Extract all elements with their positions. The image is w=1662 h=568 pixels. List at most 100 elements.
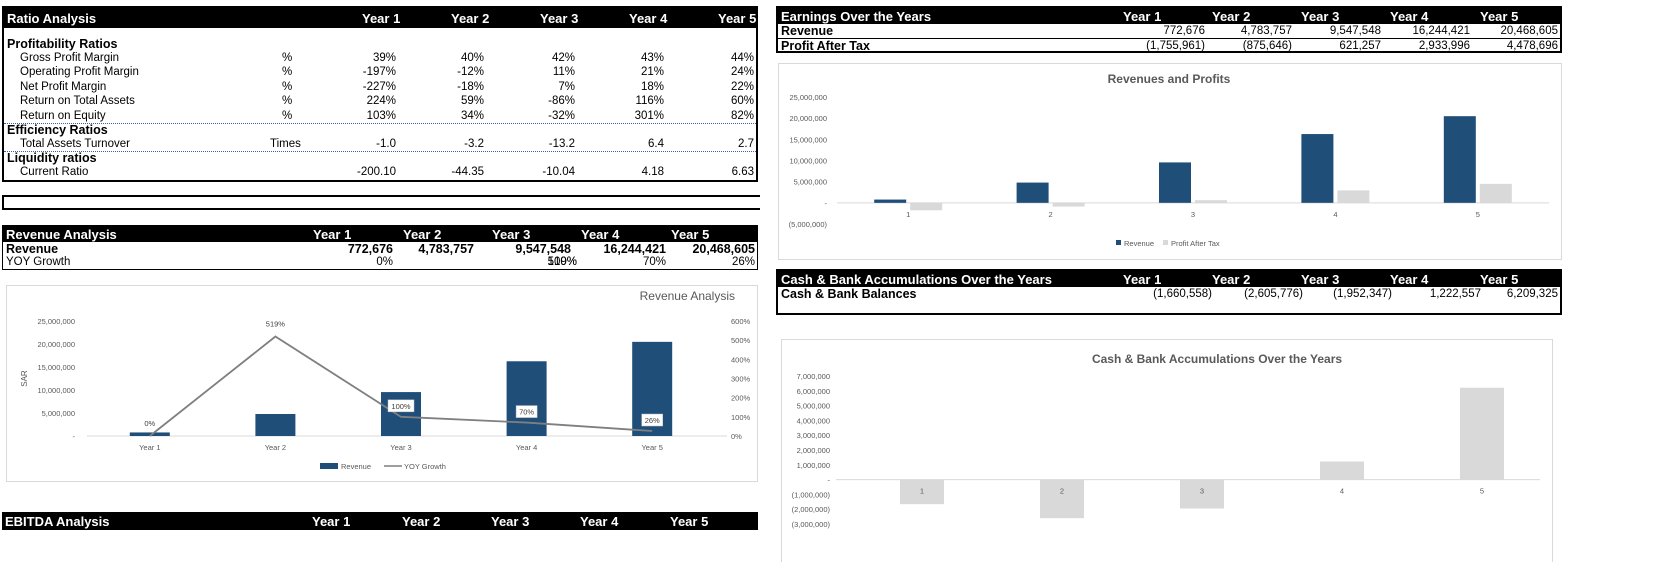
ratio-value: 43% bbox=[640, 52, 664, 64]
cash-accumulations-svg: Cash & Bank Accumulations Over the Years… bbox=[792, 352, 1540, 529]
revenue-bar bbox=[1301, 134, 1334, 203]
y-tick-label: - bbox=[825, 199, 828, 208]
ratio-title: Ratio Analysis bbox=[7, 10, 97, 26]
yoy-val-4: 70% bbox=[642, 256, 666, 268]
ratio-value: 39% bbox=[372, 52, 396, 64]
data-label-box bbox=[387, 399, 415, 413]
ratio-row-unit: % bbox=[282, 66, 293, 79]
cash-bar bbox=[1460, 387, 1504, 480]
ratio-value: -197% bbox=[362, 66, 396, 79]
profit-bar bbox=[1479, 183, 1512, 203]
earnings-pat-1: (1,755,961) bbox=[1146, 40, 1205, 52]
earnings-rev-2: 4,783,757 bbox=[1240, 25, 1292, 37]
earnings-rev-1: 772,676 bbox=[1163, 25, 1205, 37]
empty-box bbox=[2, 195, 760, 210]
ratio-section-header: Efficiency Ratios bbox=[4, 123, 756, 137]
ratio-row-label: Operating Profit Margin bbox=[20, 66, 139, 79]
ratio-row-label: Net Profit Margin bbox=[20, 80, 107, 93]
ratio-value: 6.63 bbox=[731, 166, 754, 179]
revenue-val-1: 772,676 bbox=[347, 242, 393, 256]
ratio-value: 34% bbox=[460, 109, 484, 122]
revenues-profits-chart[interactable]: Revenues and Profits (5,000,000) - 5,000,00… bbox=[778, 63, 1562, 260]
yoy-val-5: 26% bbox=[731, 256, 755, 268]
cash-accumulations-chart[interactable]: Cash & Bank Accumulations Over the Years… bbox=[781, 339, 1553, 562]
ratio-value: -227% bbox=[362, 80, 396, 93]
y-tick-label: 15,000,000 bbox=[789, 135, 827, 144]
ratio-section-header: Liquidity ratios bbox=[4, 152, 756, 165]
ratio-value: -32% bbox=[548, 109, 575, 122]
ratio-value: 60% bbox=[730, 95, 754, 108]
earnings-pat-4: 2,933,996 bbox=[1418, 40, 1470, 52]
ratio-row-label: Total Assets Turnover bbox=[20, 137, 130, 150]
legend-swatch-revenue bbox=[1116, 240, 1121, 245]
ratio-value: 40% bbox=[460, 52, 484, 64]
ratio-row-unit: Times bbox=[270, 137, 301, 150]
earnings-pat-2: (875,646) bbox=[1242, 40, 1292, 52]
legend-label: Revenue bbox=[1124, 239, 1154, 248]
ratio-value: -200.10 bbox=[356, 166, 396, 179]
ratio-value: -86% bbox=[548, 95, 575, 108]
ratio-row-label: Gross Profit Margin bbox=[20, 52, 120, 64]
revenue-bar bbox=[874, 199, 907, 203]
yoy-growth-row: YOY Growth 0% 519% 100% 70% 26% bbox=[3, 256, 757, 269]
earnings-year-4: Year 4 bbox=[1390, 8, 1429, 24]
ratio-value: 22% bbox=[730, 80, 754, 93]
revenue-row-label: Revenue bbox=[6, 242, 59, 256]
ratio-value: -44.35 bbox=[451, 166, 484, 179]
earnings-year-2: Year 2 bbox=[1212, 8, 1251, 24]
ratio-value: 24% bbox=[730, 66, 754, 79]
ebitda-year-1: Year 1 bbox=[312, 513, 351, 529]
revenue-val-5: 20,468,605 bbox=[692, 242, 755, 256]
y2-tick-label: 600% bbox=[731, 317, 751, 326]
cash-row-label: Cash & Bank Balances bbox=[781, 287, 917, 301]
legend-label: Revenue bbox=[341, 462, 371, 471]
ratio-value: 11% bbox=[552, 66, 575, 79]
cash-val-5: 6,209,325 bbox=[1506, 288, 1558, 300]
ratio-value: 103% bbox=[366, 109, 396, 122]
ratio-value: -3.2 bbox=[464, 137, 484, 150]
revenue-title: Revenue Analysis bbox=[6, 226, 117, 242]
y-tick-label: (5,000,000) bbox=[789, 220, 828, 229]
y2-tick-label: 500% bbox=[731, 336, 751, 345]
y2-tick-label: 200% bbox=[731, 394, 751, 403]
earnings-pat-3: 621,257 bbox=[1339, 40, 1381, 52]
revenue-bar bbox=[1159, 162, 1191, 203]
x-tick-label: 3 bbox=[1191, 210, 1195, 219]
earnings-rev-3: 9,547,548 bbox=[1329, 25, 1381, 37]
y-tick-label: 5,000,000 bbox=[42, 409, 75, 418]
ratio-row: Current Ratio -200.10 -44.35 -10.04 4.18 6.63 bbox=[4, 165, 756, 179]
x-tick-label: Year 1 bbox=[139, 443, 160, 452]
legend-label: YOY Growth bbox=[404, 462, 446, 471]
ratio-value: 82% bbox=[730, 109, 754, 122]
y-tick-label: 20,000,000 bbox=[789, 114, 827, 123]
revenue-analysis-chart[interactable]: Revenue Analysis - 5,000,000 10,000,000 15,0… bbox=[6, 285, 758, 482]
x-tick-label: 5 bbox=[1476, 210, 1480, 219]
legend-swatch-revenue bbox=[320, 463, 338, 469]
growth-data-label: 26% bbox=[645, 416, 660, 425]
y-tick-label: 4,000,000 bbox=[797, 416, 830, 425]
x-tick-label: 1 bbox=[906, 210, 910, 219]
ebitda-year-5: Year 5 bbox=[670, 513, 709, 529]
cash-bar bbox=[900, 479, 944, 505]
earnings-title: Earnings Over the Years bbox=[781, 8, 932, 24]
ratio-row: Return on Total Assets% 224% 59% -86% 116% 60… bbox=[4, 94, 756, 108]
ebitda-year-4: Year 4 bbox=[580, 513, 619, 529]
x-tick-label: Year 5 bbox=[641, 443, 662, 452]
cash-val-1: (1,660,558) bbox=[1153, 288, 1212, 300]
revenue-bar bbox=[506, 361, 547, 436]
y-tick-label: 20,000,000 bbox=[37, 340, 75, 349]
cash-bar bbox=[1320, 461, 1364, 480]
cash-bank-table: Cash & Bank Accumulations Over the Years… bbox=[776, 269, 1562, 315]
cash-val-4: 1,222,557 bbox=[1429, 288, 1481, 300]
revenue-year-1: Year 1 bbox=[313, 226, 352, 242]
ratio-value: -1.0 bbox=[376, 137, 396, 150]
ratio-row: Net Profit Margin% -227% -18% 7% 18% 22% bbox=[4, 80, 756, 94]
revenue-bar bbox=[1443, 116, 1476, 203]
ratio-section-title: Liquidity ratios bbox=[7, 151, 97, 166]
earnings-revenue-row: Revenue 772,676 4,783,757 9,547,548 16,2… bbox=[778, 24, 1560, 39]
cash-year-2: Year 2 bbox=[1212, 271, 1251, 287]
ratio-value: 18% bbox=[640, 80, 664, 93]
revenue-year-2: Year 2 bbox=[403, 226, 442, 242]
revenues-profits-svg: Revenues and Profits (5,000,000) - 5,000,00… bbox=[789, 72, 1549, 248]
earnings-year-3: Year 3 bbox=[1301, 8, 1340, 24]
